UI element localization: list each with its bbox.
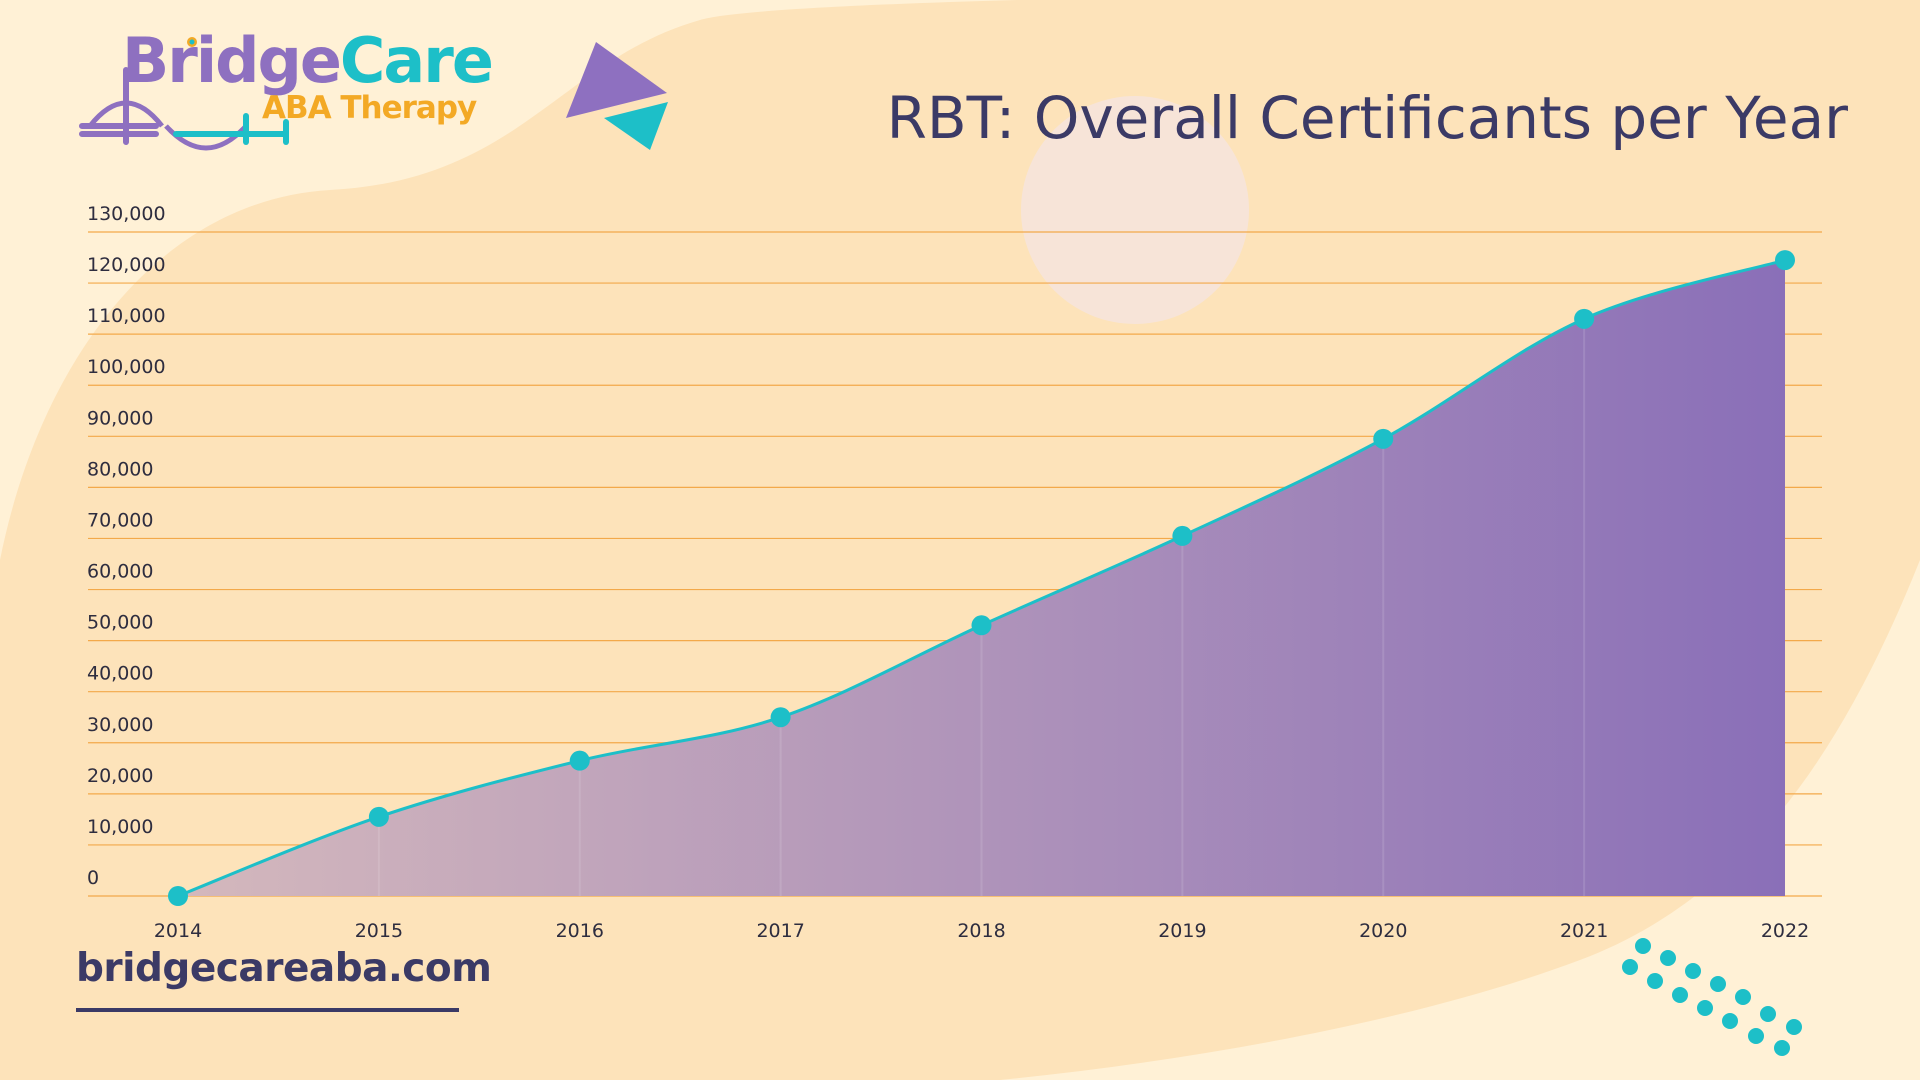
data-point [971, 615, 992, 636]
y-tick-label: 130,000 [87, 203, 166, 225]
data-point [1775, 250, 1795, 271]
brand-name: BridgeCare [122, 30, 494, 92]
x-tick-label: 2016 [556, 920, 604, 942]
y-tick-label: 110,000 [87, 305, 166, 327]
x-tick-label: 2022 [1761, 920, 1809, 942]
y-tick-label: 20,000 [87, 765, 153, 787]
decorative-circle [1021, 96, 1249, 324]
y-tick-label: 50,000 [87, 612, 153, 634]
y-tick-label: 40,000 [87, 663, 153, 685]
y-tick-label: 30,000 [87, 714, 153, 736]
x-tick-label: 2018 [957, 920, 1005, 942]
teal-triangle-icon [604, 102, 668, 150]
purple-triangle-icon [566, 42, 667, 118]
y-tick-label: 60,000 [87, 561, 153, 583]
website-link[interactable]: bridgecareaba.com [76, 946, 492, 991]
x-tick-label: 2015 [355, 920, 403, 942]
y-tick-label: 10,000 [87, 816, 153, 838]
y-tick-label: 90,000 [87, 407, 153, 429]
y-tick-label: 80,000 [87, 458, 153, 480]
y-tick-label: 70,000 [87, 509, 153, 531]
x-tick-label: 2020 [1359, 920, 1407, 942]
x-tick-label: 2017 [756, 920, 804, 942]
data-point [368, 806, 389, 827]
x-tick-label: 2014 [154, 920, 202, 942]
data-point [1172, 525, 1193, 546]
y-tick-label: 120,000 [87, 254, 166, 276]
y-tick-label: 100,000 [87, 356, 166, 378]
data-point [770, 707, 791, 728]
data-point [168, 886, 188, 906]
x-tick-label: 2019 [1158, 920, 1206, 942]
chart-title: RBT: Overall Certificants per Year [886, 84, 1848, 152]
area-fill [178, 260, 1785, 897]
data-point [1373, 428, 1394, 449]
brand-name-care: Care [339, 24, 494, 97]
dots-decoration-icon [1622, 938, 1802, 1056]
brand-name-bridge: Bridge [122, 24, 342, 97]
website-underline [76, 1008, 459, 1012]
data-point [1574, 308, 1595, 329]
brand-subtitle: ABA Therapy [262, 90, 477, 126]
x-tick-label: 2021 [1560, 920, 1608, 942]
y-tick-label: 0 [87, 867, 99, 889]
data-point [569, 750, 590, 771]
bridge-logo-icon [79, 37, 289, 151]
